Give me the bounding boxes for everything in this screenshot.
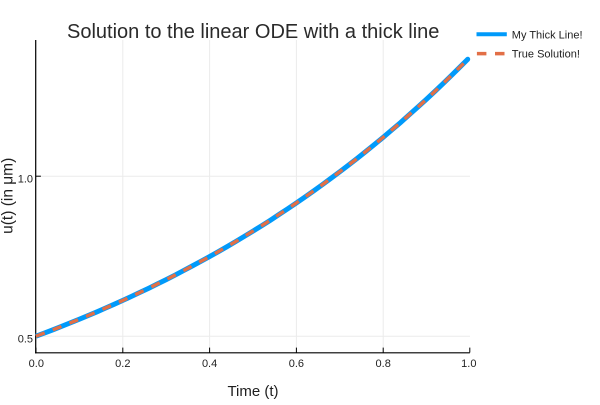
svg-text:0.2: 0.2 bbox=[115, 358, 130, 370]
svg-text:1.0: 1.0 bbox=[18, 173, 33, 185]
svg-text:Solution to the linear ODE wit: Solution to the linear ODE with a thick … bbox=[67, 21, 439, 43]
svg-text:My Thick Line!: My Thick Line! bbox=[512, 29, 583, 41]
svg-text:0.8: 0.8 bbox=[376, 358, 391, 370]
svg-text:1.0: 1.0 bbox=[461, 358, 476, 370]
svg-text:u(t) (in μm): u(t) (in μm) bbox=[0, 158, 17, 234]
svg-text:True Solution!: True Solution! bbox=[512, 49, 580, 61]
svg-text:0.6: 0.6 bbox=[289, 358, 304, 370]
svg-text:0.4: 0.4 bbox=[202, 358, 217, 370]
svg-text:0.5: 0.5 bbox=[18, 333, 33, 345]
svg-text:Time (t): Time (t) bbox=[227, 383, 278, 400]
svg-text:0.0: 0.0 bbox=[29, 358, 44, 370]
